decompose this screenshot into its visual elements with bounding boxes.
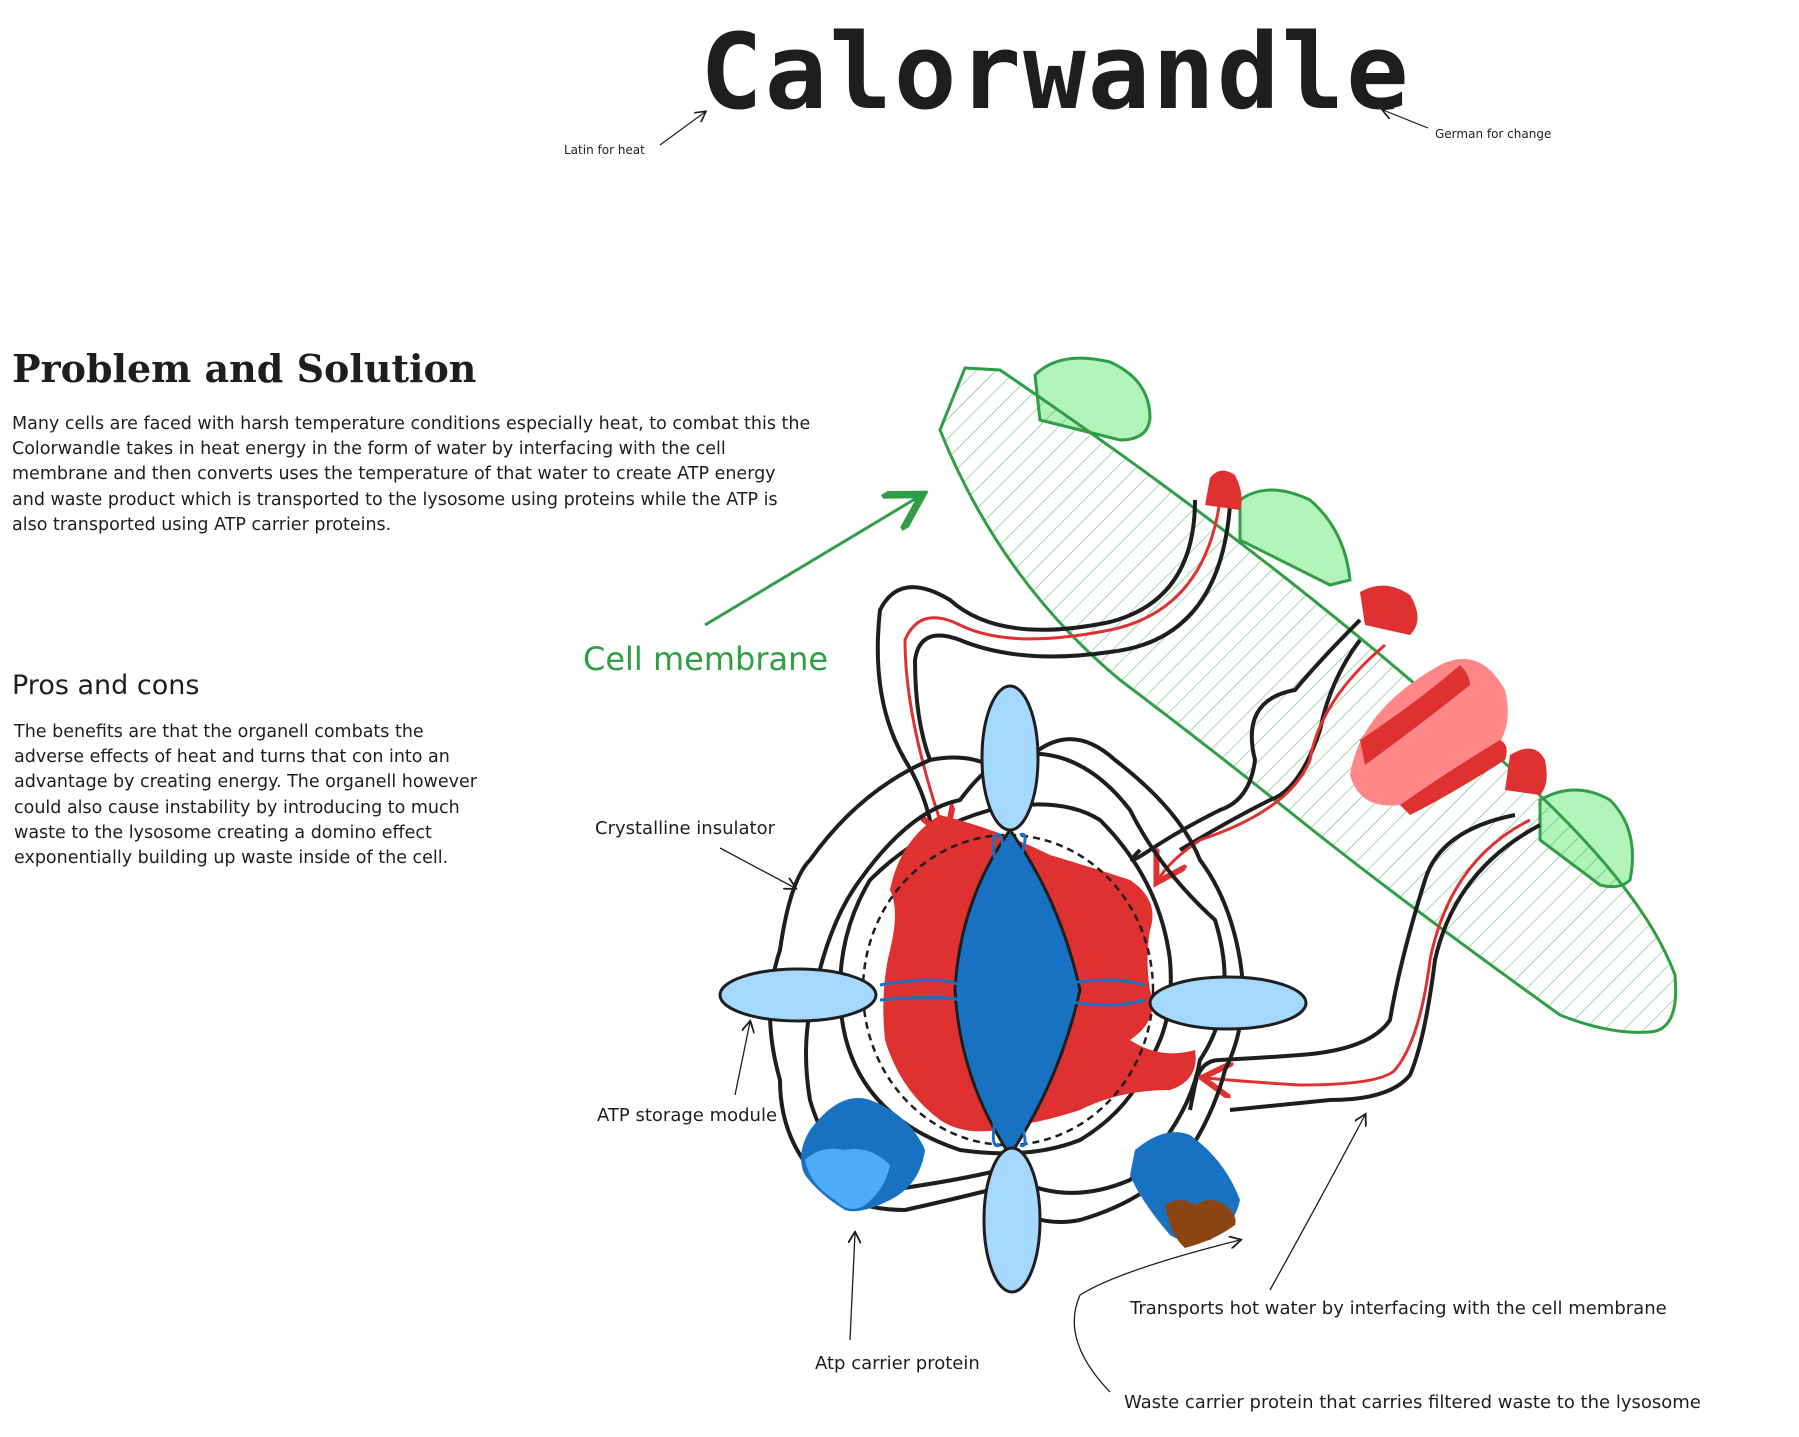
german-note: German for change bbox=[1435, 127, 1552, 141]
cell-membrane bbox=[938, 356, 1678, 1034]
hot-water-leader bbox=[1269, 1115, 1365, 1291]
waste-carrier-label: Waste carrier protein that carries filte… bbox=[1124, 1392, 1701, 1413]
atp-storage-leader bbox=[734, 1022, 750, 1096]
hot-water-transport-label: Transports hot water by interfacing with… bbox=[1130, 1298, 1667, 1319]
pros-cons-heading: Pros and cons bbox=[12, 670, 200, 701]
problem-solution-body: Many cells are faced with harsh temperat… bbox=[12, 414, 811, 535]
atp-carrier-protein-label: Atp carrier protein bbox=[815, 1353, 980, 1374]
atp-storage-module-label: ATP storage module bbox=[597, 1105, 778, 1126]
latin-arrow bbox=[659, 112, 705, 146]
waste-carrier-protein-shape bbox=[1130, 1132, 1240, 1248]
membrane-pore bbox=[1350, 658, 1508, 815]
latin-note: Latin for heat bbox=[564, 143, 645, 157]
blue-connectors bbox=[879, 832, 1146, 1148]
cell-membrane-arrow bbox=[704, 496, 920, 627]
german-arrow bbox=[1383, 110, 1429, 129]
cell-membrane-label: Cell membrane bbox=[583, 640, 829, 678]
transport-channels bbox=[875, 499, 1541, 1112]
crystalline-leader bbox=[719, 847, 795, 888]
problem-solution-heading: Problem and Solution bbox=[12, 346, 477, 391]
waste-leader bbox=[1073, 1240, 1240, 1393]
atp-carrier-protein-shape bbox=[801, 1098, 925, 1212]
organelle-title: Calorwandle bbox=[700, 11, 1411, 133]
atp-storage-modules bbox=[718, 684, 1308, 1294]
membrane-channel-caps bbox=[1205, 470, 1547, 795]
pros-cons-body: The benefits are that the organell comba… bbox=[14, 722, 477, 869]
red-transport-paths bbox=[903, 499, 1531, 1085]
crystalline-insulator-label: Crystalline insulator bbox=[595, 818, 775, 839]
atp-carrier-leader bbox=[850, 1233, 855, 1341]
